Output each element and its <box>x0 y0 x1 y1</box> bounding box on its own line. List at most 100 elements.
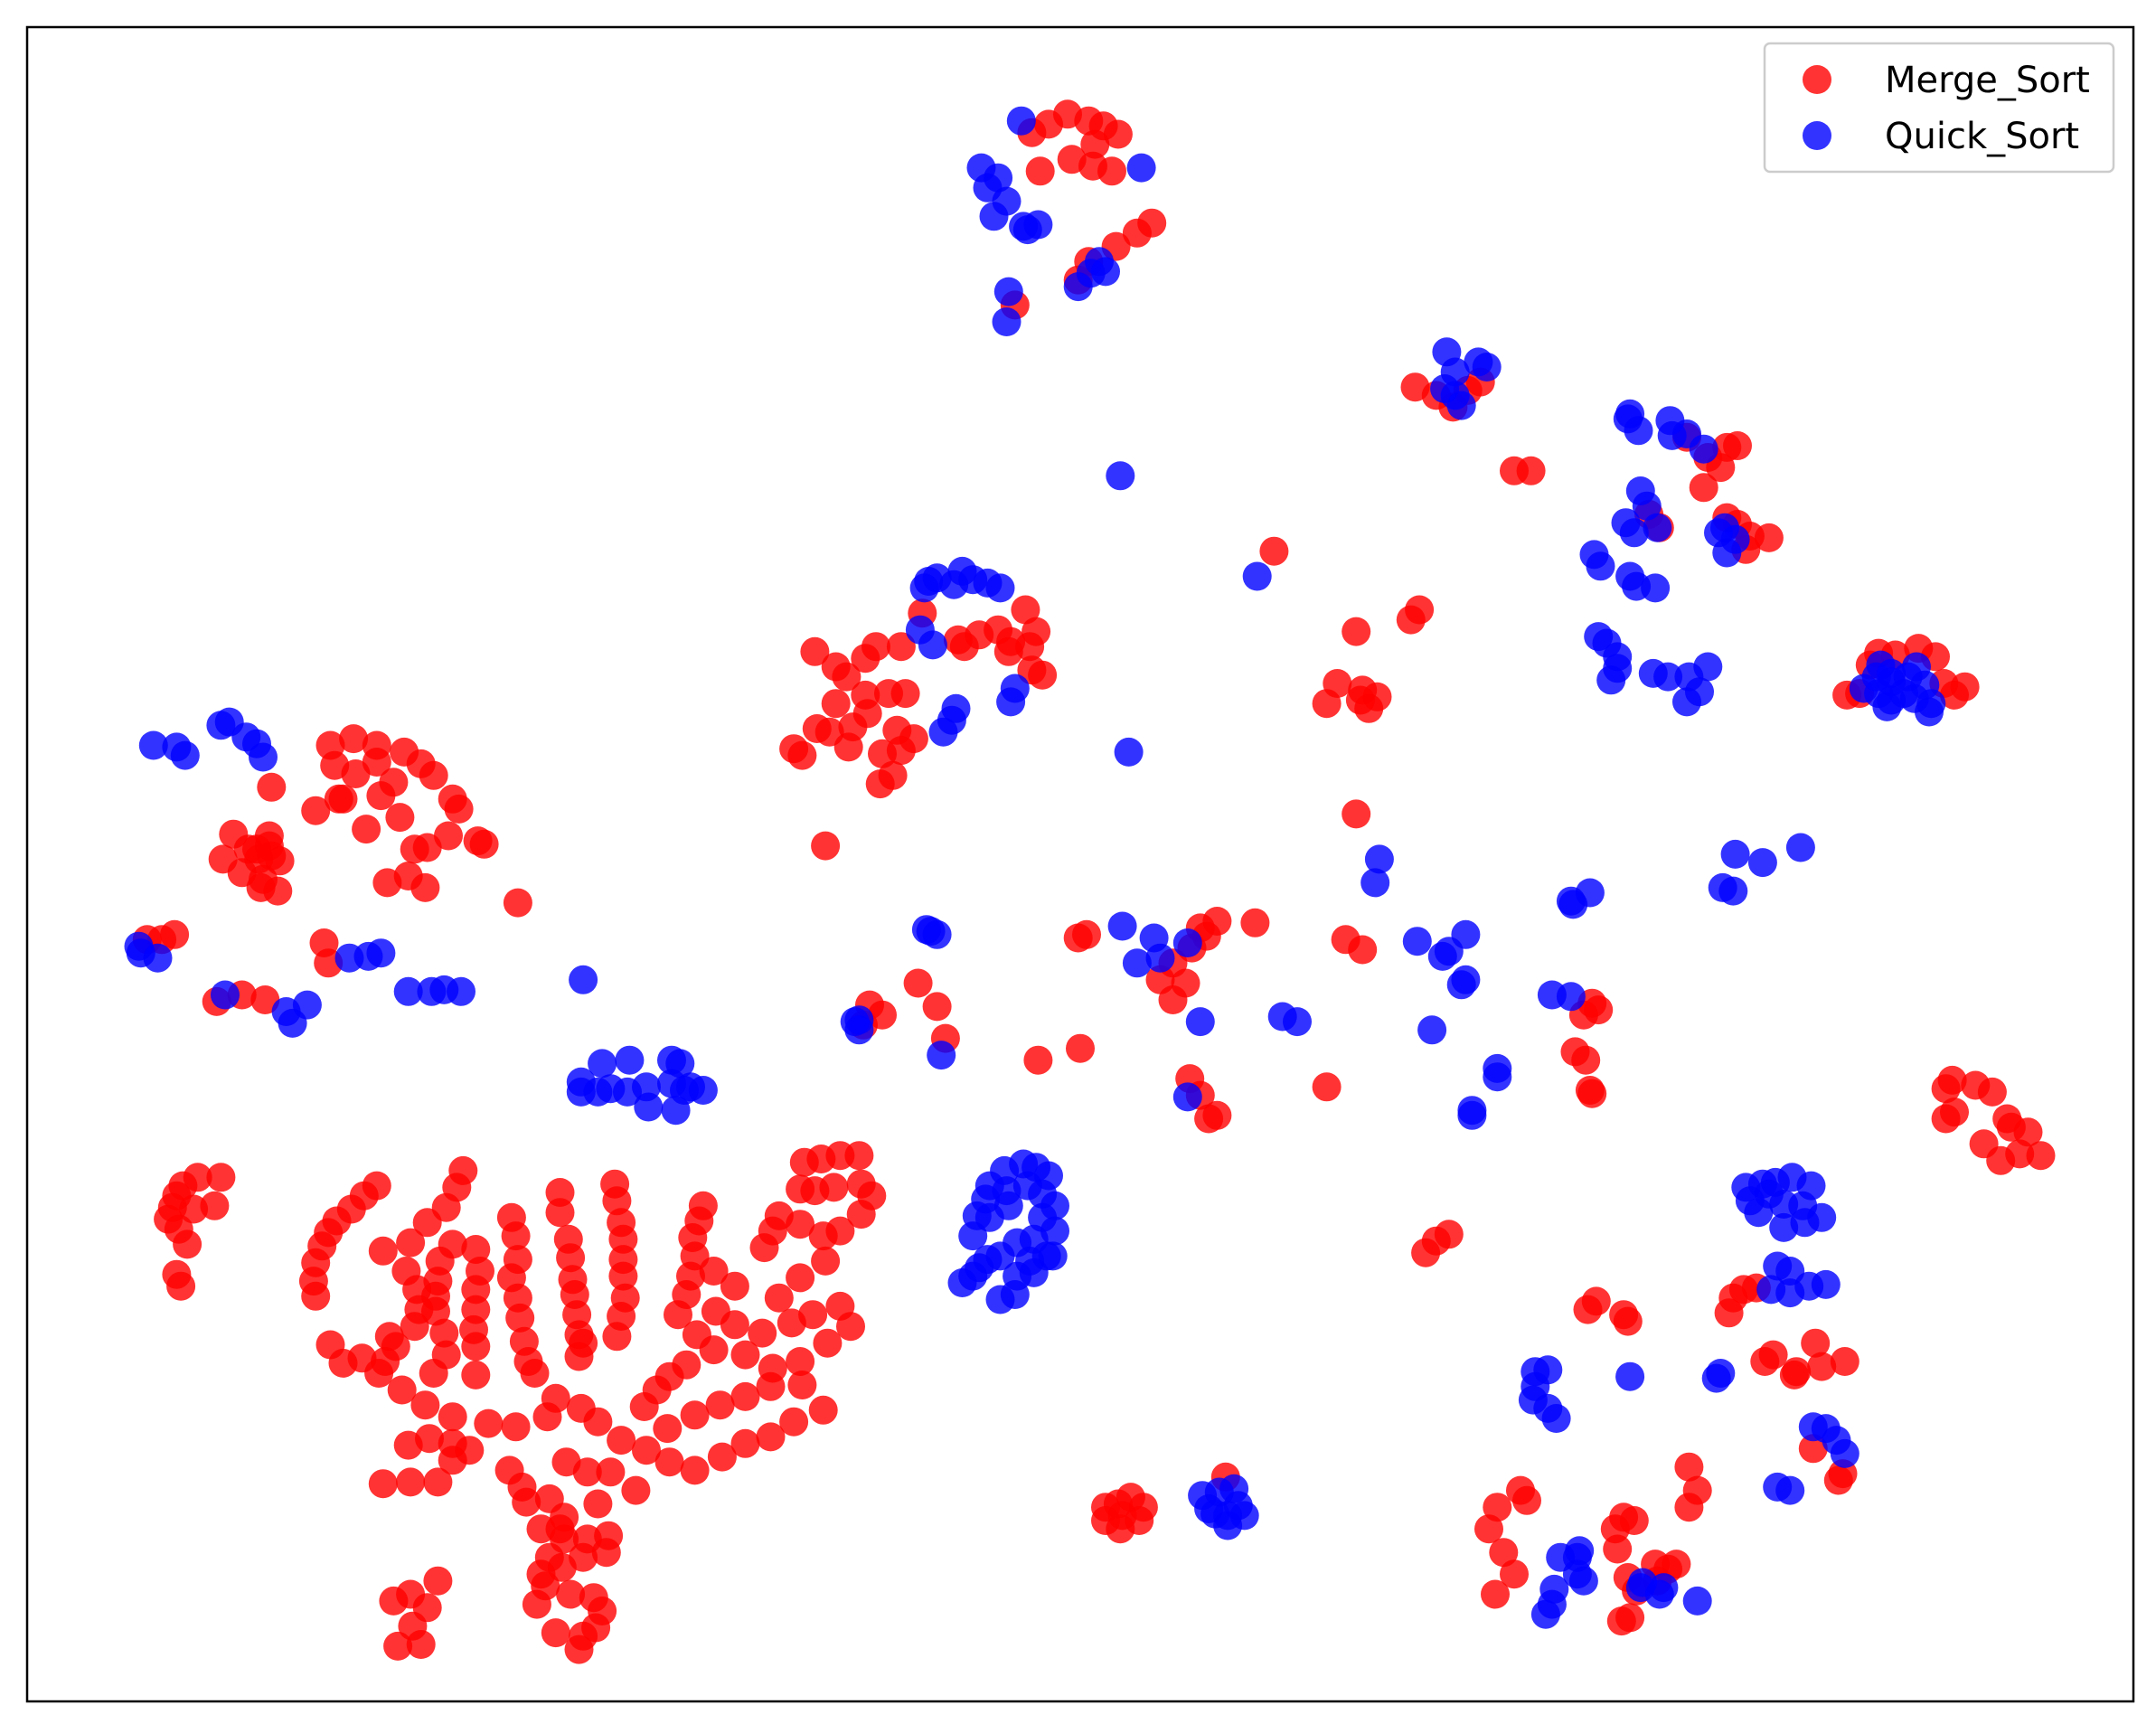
data-point-merge-sort <box>851 644 880 674</box>
data-point-merge-sort <box>591 1538 621 1568</box>
data-point-merge-sort <box>1312 689 1342 719</box>
data-point-merge-sort <box>865 769 895 799</box>
data-point-quick-sort <box>1747 848 1777 878</box>
data-point-merge-sort <box>1723 431 1752 460</box>
data-point-merge-sort <box>556 1243 586 1273</box>
data-point-merge-sort <box>730 1340 760 1370</box>
data-point-quick-sort <box>447 976 475 1006</box>
data-point-quick-sort <box>918 630 947 660</box>
data-point-merge-sort <box>602 1322 632 1352</box>
data-point-merge-sort <box>1584 995 1614 1025</box>
data-point-quick-sort <box>1223 1491 1253 1521</box>
data-point-merge-sort <box>1025 156 1055 186</box>
data-point-merge-sort <box>250 985 280 1014</box>
data-point-quick-sort <box>1744 1198 1774 1228</box>
data-point-merge-sort <box>200 1191 230 1220</box>
data-point-merge-sort <box>545 1198 575 1228</box>
data-point-merge-sort <box>800 636 830 666</box>
data-point-merge-sort <box>819 1173 849 1202</box>
data-point-merge-sort <box>1103 119 1133 149</box>
data-point-quick-sort <box>688 1076 718 1105</box>
data-point-merge-sort <box>664 1300 692 1330</box>
data-point-merge-sort <box>522 1589 551 1619</box>
data-point-quick-sort <box>1632 491 1662 521</box>
data-point-quick-sort <box>939 570 969 599</box>
data-point-merge-sort <box>680 1456 710 1485</box>
data-point-merge-sort <box>583 1489 613 1519</box>
data-point-merge-sort <box>1011 595 1040 625</box>
data-point-merge-sort <box>400 1312 429 1342</box>
data-point-merge-sort <box>808 1221 838 1251</box>
data-point-quick-sort <box>1172 1082 1202 1112</box>
data-point-merge-sort <box>811 831 841 861</box>
data-point-merge-sort <box>1674 1452 1704 1482</box>
data-point-merge-sort <box>699 1257 729 1286</box>
data-point-merge-sort <box>1091 1506 1120 1535</box>
data-point-quick-sort <box>1402 927 1432 956</box>
data-point-merge-sort <box>1097 156 1126 186</box>
data-point-merge-sort <box>362 1171 391 1201</box>
data-point-quick-sort <box>634 1092 664 1122</box>
data-point-merge-sort <box>756 1422 786 1452</box>
data-point-merge-sort <box>438 1402 467 1432</box>
data-point-merge-sort <box>541 1618 570 1648</box>
data-point-quick-sort <box>844 1015 874 1045</box>
data-point-quick-sort <box>1457 1096 1487 1126</box>
data-point-quick-sort <box>1114 737 1144 767</box>
data-point-quick-sort <box>984 163 1013 193</box>
data-point-merge-sort <box>996 626 1026 656</box>
data-point-merge-sort <box>699 1335 729 1365</box>
legend-marker-quick-sort <box>1803 121 1831 150</box>
data-point-merge-sort <box>183 1163 212 1192</box>
data-point-quick-sort <box>1672 687 1701 717</box>
data-point-merge-sort <box>469 829 499 859</box>
data-point-merge-sort <box>1750 1347 1780 1376</box>
data-point-merge-sort <box>1754 523 1784 552</box>
data-point-merge-sort <box>385 803 415 833</box>
legend-box <box>1763 42 2115 174</box>
data-point-merge-sort <box>846 1200 876 1229</box>
data-point-merge-sort <box>1354 693 1384 723</box>
data-point-merge-sort <box>886 632 916 662</box>
data-point-quick-sort <box>1613 404 1643 434</box>
data-point-merge-sort <box>653 1414 683 1444</box>
data-point-quick-sort <box>947 1268 977 1297</box>
data-point-quick-sort <box>1682 1586 1712 1616</box>
data-point-merge-sort <box>1348 935 1378 965</box>
data-point-merge-sort <box>396 1467 426 1497</box>
data-point-merge-sort <box>1240 908 1270 937</box>
legend-label-merge-sort: Merge_Sort <box>1885 60 2090 101</box>
data-point-quick-sort <box>1364 844 1394 874</box>
data-point-quick-sort <box>996 687 1026 717</box>
data-point-merge-sort <box>786 1263 815 1293</box>
data-point-merge-sort <box>1066 1033 1095 1063</box>
data-point-merge-sort <box>1823 1465 1853 1495</box>
data-point-merge-sort <box>802 714 832 743</box>
data-point-merge-sort <box>301 796 331 825</box>
data-point-merge-sort <box>596 1457 626 1487</box>
data-point-quick-sort <box>1872 692 1902 721</box>
data-point-merge-sort <box>1342 617 1371 646</box>
data-point-quick-sort <box>1689 434 1718 464</box>
data-point-quick-sort <box>1541 1404 1571 1433</box>
data-point-quick-sort <box>1558 890 1588 919</box>
data-point-merge-sort <box>444 794 474 824</box>
data-point-merge-sort <box>1937 1065 1967 1095</box>
data-point-merge-sort <box>1606 1606 1636 1636</box>
data-point-merge-sort <box>2026 1141 2056 1171</box>
data-point-merge-sort <box>608 1261 638 1291</box>
data-point-merge-sort <box>1474 1514 1503 1544</box>
data-point-quick-sort <box>393 976 423 1006</box>
data-point-merge-sort <box>1603 1534 1633 1564</box>
data-point-merge-sort <box>629 1392 659 1421</box>
data-point-merge-sort <box>1782 1357 1812 1387</box>
data-point-merge-sort <box>922 992 952 1022</box>
data-point-merge-sort <box>398 1611 428 1641</box>
data-point-merge-sort <box>1342 799 1371 829</box>
data-point-merge-sort <box>1017 655 1047 685</box>
data-point-merge-sort <box>1259 536 1289 566</box>
data-point-merge-sort <box>1434 1220 1464 1249</box>
data-point-merge-sort <box>621 1475 651 1505</box>
data-point-merge-sort <box>534 1542 564 1572</box>
